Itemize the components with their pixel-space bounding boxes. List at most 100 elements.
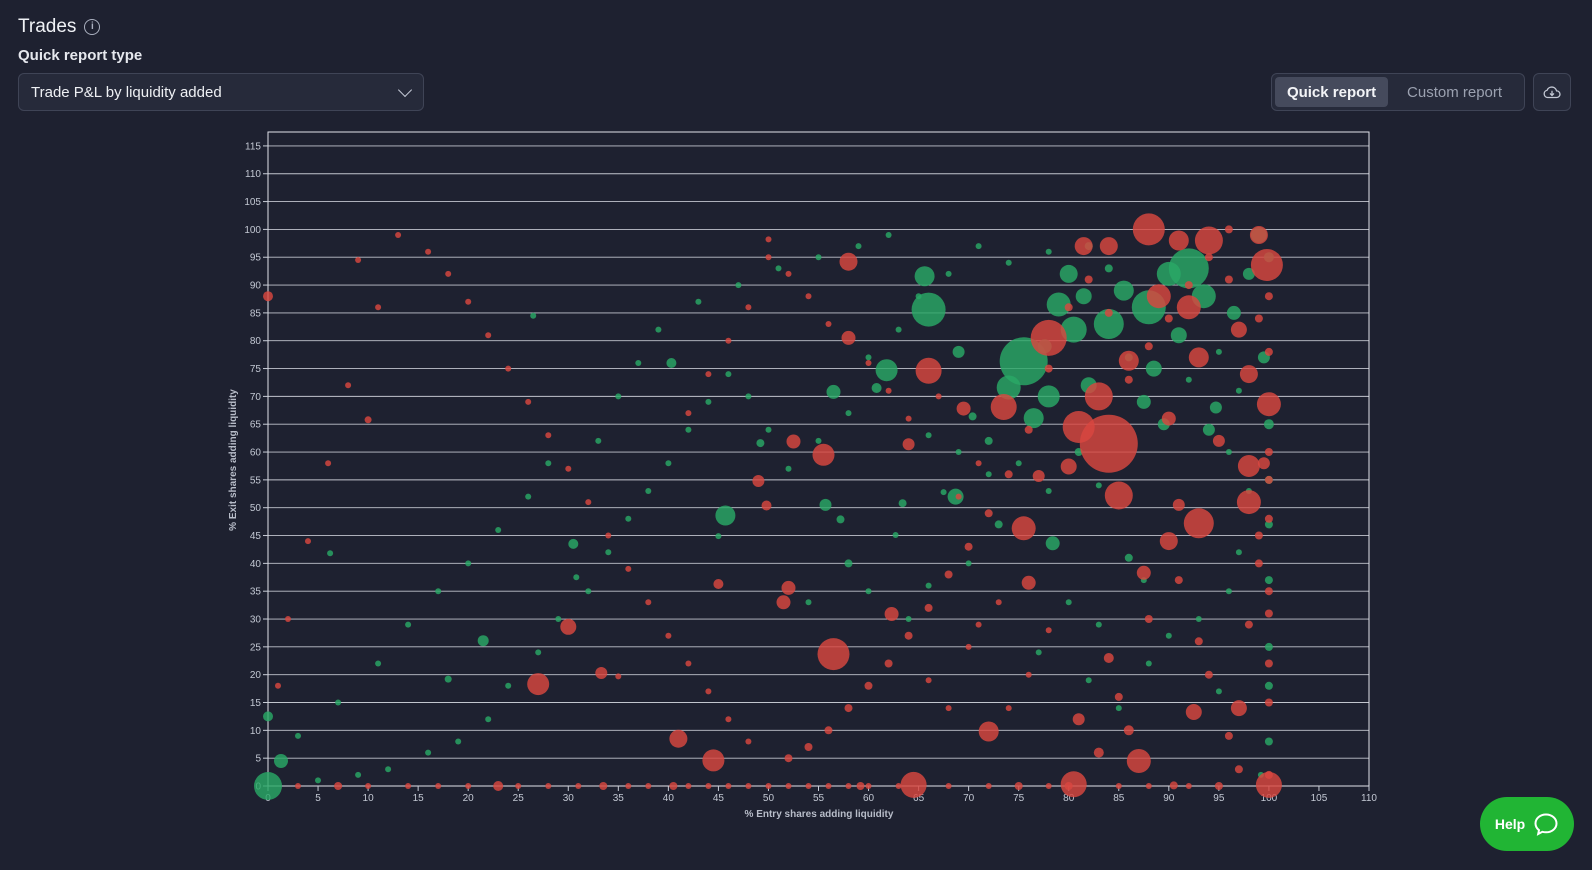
data-point-loss[interactable]	[1194, 226, 1223, 255]
data-point-loss[interactable]	[645, 599, 652, 606]
data-point-profit[interactable]	[1264, 681, 1273, 690]
data-point-loss[interactable]	[785, 783, 792, 789]
data-point-loss[interactable]	[805, 293, 812, 300]
data-point-profit[interactable]	[911, 292, 946, 327]
data-point-profit[interactable]	[865, 588, 872, 595]
data-point-loss[interactable]	[1074, 237, 1093, 256]
data-point-profit[interactable]	[555, 616, 562, 622]
data-point-loss[interactable]	[1025, 671, 1032, 678]
data-point-loss[interactable]	[856, 782, 865, 790]
data-point-loss[interactable]	[1118, 350, 1139, 371]
data-point-loss[interactable]	[365, 783, 372, 789]
data-point-loss[interactable]	[1064, 303, 1073, 312]
data-point-loss[interactable]	[615, 673, 622, 680]
data-point-loss[interactable]	[839, 252, 858, 271]
data-point-profit[interactable]	[295, 732, 301, 739]
quick-report-button[interactable]: Quick report	[1275, 77, 1389, 107]
data-point-loss[interactable]	[705, 783, 712, 789]
data-point-profit[interactable]	[666, 358, 677, 368]
data-point-loss[interactable]	[1230, 700, 1247, 717]
data-point-loss[interactable]	[1185, 783, 1192, 789]
data-point-loss[interactable]	[702, 749, 725, 772]
data-point-profit[interactable]	[965, 560, 972, 567]
data-point-profit[interactable]	[844, 559, 853, 568]
data-point-loss[interactable]	[990, 394, 1017, 420]
data-point-loss[interactable]	[345, 382, 352, 389]
data-point-profit[interactable]	[1145, 660, 1152, 667]
data-point-loss[interactable]	[884, 659, 893, 668]
data-point-loss[interactable]	[560, 618, 577, 635]
data-point-profit[interactable]	[1095, 482, 1102, 489]
data-point-profit[interactable]	[645, 488, 652, 494]
data-point-profit[interactable]	[1215, 348, 1222, 355]
data-point-profit[interactable]	[914, 266, 935, 287]
data-point-profit[interactable]	[695, 298, 702, 305]
data-point-loss[interactable]	[435, 783, 442, 789]
data-point-profit[interactable]	[1035, 649, 1042, 656]
data-point-profit[interactable]	[465, 560, 472, 567]
data-point-loss[interactable]	[904, 631, 913, 640]
data-point-profit[interactable]	[984, 436, 993, 445]
data-point-loss[interactable]	[465, 298, 472, 305]
data-point-loss[interactable]	[864, 681, 873, 690]
data-point-loss[interactable]	[1230, 321, 1247, 338]
data-point-profit[interactable]	[444, 675, 452, 683]
data-point-profit[interactable]	[1264, 737, 1273, 746]
data-point-loss[interactable]	[565, 465, 572, 472]
data-point-loss[interactable]	[1224, 225, 1233, 234]
data-point-loss[interactable]	[925, 677, 932, 684]
data-point-loss[interactable]	[785, 270, 792, 277]
data-point-profit[interactable]	[665, 460, 672, 467]
data-point-profit[interactable]	[875, 359, 898, 382]
data-point-loss[interactable]	[1093, 747, 1104, 758]
data-point-loss[interactable]	[705, 371, 712, 378]
data-point-loss[interactable]	[786, 434, 801, 449]
data-point-profit[interactable]	[1225, 449, 1232, 455]
data-point-loss[interactable]	[1234, 765, 1243, 774]
data-point-loss[interactable]	[527, 673, 550, 696]
data-point-loss[interactable]	[745, 738, 752, 745]
data-point-loss[interactable]	[945, 783, 952, 789]
data-point-profit[interactable]	[915, 293, 922, 300]
data-point-profit[interactable]	[274, 754, 288, 768]
custom-report-button[interactable]: Custom report	[1407, 83, 1503, 101]
data-point-loss[interactable]	[915, 357, 942, 384]
data-point-profit[interactable]	[655, 326, 662, 333]
data-point-loss[interactable]	[841, 330, 856, 345]
data-point-loss[interactable]	[812, 443, 835, 466]
data-point-profit[interactable]	[1264, 576, 1273, 585]
data-point-profit[interactable]	[1263, 419, 1274, 430]
data-point-loss[interactable]	[515, 783, 522, 789]
data-point-profit[interactable]	[871, 383, 882, 393]
data-point-loss[interactable]	[935, 393, 942, 400]
data-point-loss[interactable]	[1124, 375, 1133, 384]
data-point-loss[interactable]	[1044, 364, 1053, 373]
data-point-loss[interactable]	[745, 304, 752, 311]
data-point-loss[interactable]	[725, 337, 732, 344]
data-point-profit[interactable]	[985, 471, 992, 478]
data-point-loss[interactable]	[465, 783, 472, 789]
data-point-loss[interactable]	[1161, 411, 1176, 426]
data-point-profit[interactable]	[775, 265, 782, 272]
data-point-profit[interactable]	[375, 660, 382, 667]
data-point-profit[interactable]	[1264, 520, 1273, 529]
data-point-profit[interactable]	[525, 493, 532, 500]
data-point-profit[interactable]	[355, 771, 362, 778]
data-point-loss[interactable]	[805, 783, 812, 789]
data-point-loss[interactable]	[1144, 615, 1153, 623]
data-point-profit[interactable]	[263, 711, 273, 722]
data-point-loss[interactable]	[405, 783, 412, 789]
data-point-profit[interactable]	[865, 354, 872, 361]
data-point-profit[interactable]	[585, 588, 592, 595]
data-point-profit[interactable]	[1215, 688, 1222, 695]
data-point-profit[interactable]	[435, 588, 442, 595]
data-point-profit[interactable]	[1235, 549, 1242, 556]
data-point-profit[interactable]	[1095, 621, 1102, 628]
data-point-loss[interactable]	[725, 783, 732, 789]
download-button[interactable]	[1533, 73, 1571, 111]
data-point-loss[interactable]	[545, 432, 552, 439]
data-point-profit[interactable]	[745, 393, 752, 400]
data-point-profit[interactable]	[1235, 387, 1242, 394]
data-point-profit[interactable]	[605, 549, 612, 556]
data-point-loss[interactable]	[845, 783, 852, 789]
